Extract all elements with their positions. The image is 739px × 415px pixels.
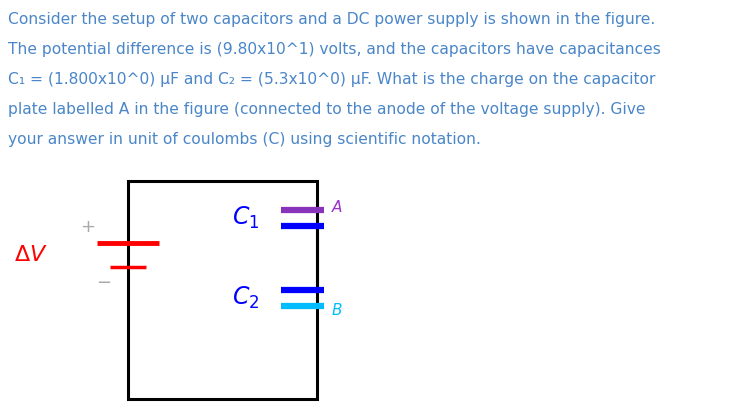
Text: $C_2$: $C_2$ bbox=[231, 285, 259, 311]
Text: The potential difference is (9.80x10^1) volts, and the capacitors have capacitan: The potential difference is (9.80x10^1) … bbox=[8, 42, 661, 57]
Text: C₁ = (1.800x10^0) μF and C₂ = (5.3x10^0) μF. What is the charge on the capacitor: C₁ = (1.800x10^0) μF and C₂ = (5.3x10^0)… bbox=[8, 72, 655, 87]
Text: B: B bbox=[332, 303, 342, 318]
Text: $C_1$: $C_1$ bbox=[231, 205, 259, 231]
Text: plate labelled A in the figure (connected to the anode of the voltage supply). G: plate labelled A in the figure (connecte… bbox=[8, 102, 645, 117]
Text: A: A bbox=[332, 200, 342, 215]
Text: your answer in unit of coulombs (C) using scientific notation.: your answer in unit of coulombs (C) usin… bbox=[8, 132, 481, 147]
Text: +: + bbox=[80, 218, 95, 236]
Text: Consider the setup of two capacitors and a DC power supply is shown in the figur: Consider the setup of two capacitors and… bbox=[8, 12, 655, 27]
Text: $\Delta V$: $\Delta V$ bbox=[15, 245, 48, 265]
Text: −: − bbox=[96, 274, 111, 292]
